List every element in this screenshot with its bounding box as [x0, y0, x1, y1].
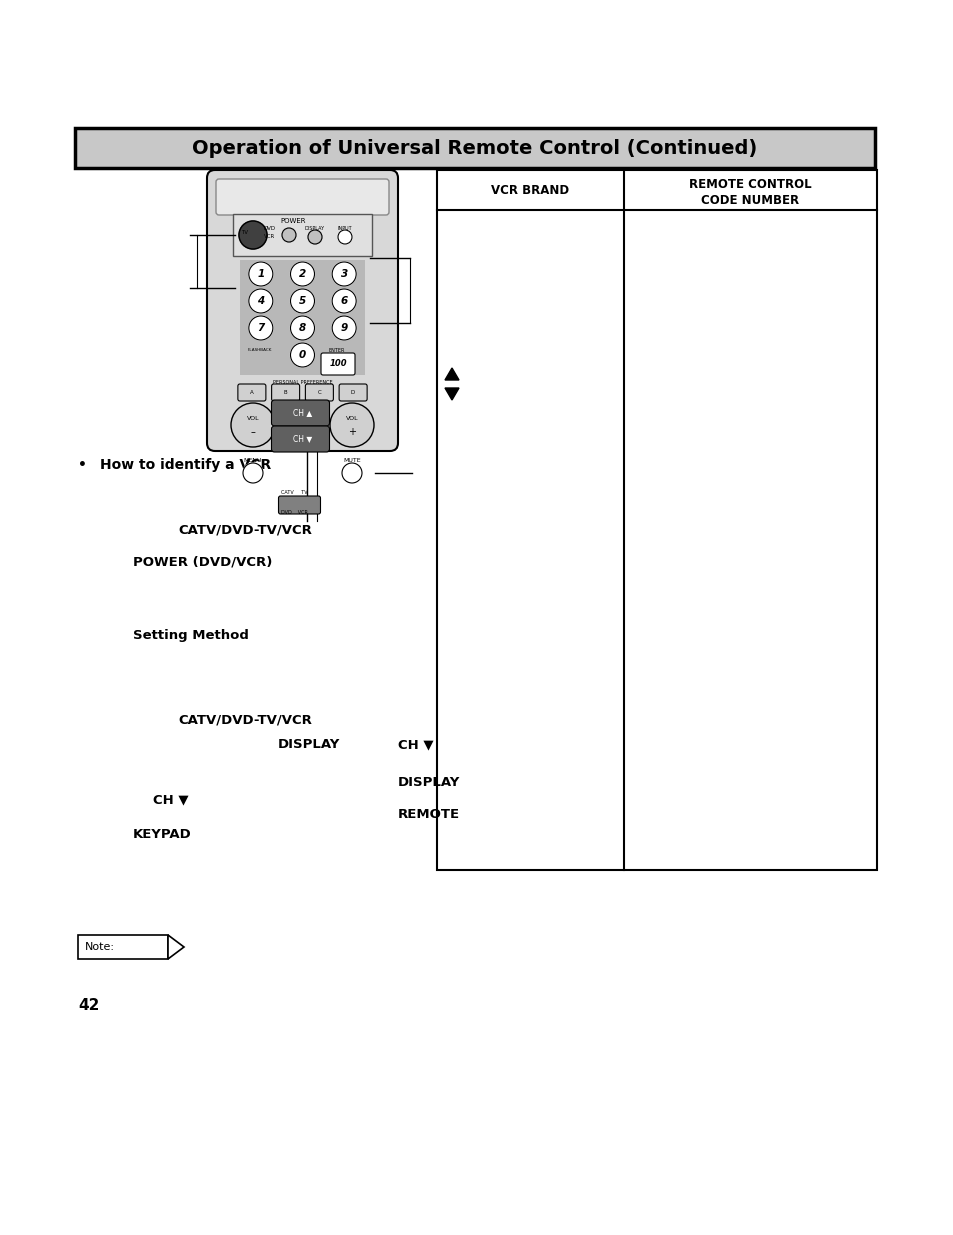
Text: A: A	[250, 390, 253, 395]
Text: CATV/DVD-TV/VCR: CATV/DVD-TV/VCR	[178, 714, 312, 726]
Circle shape	[332, 262, 355, 287]
Text: PERSONAL PREFERENCE: PERSONAL PREFERENCE	[273, 380, 332, 385]
Polygon shape	[444, 388, 458, 400]
Circle shape	[249, 289, 273, 312]
Text: VOL: VOL	[247, 416, 259, 421]
FancyBboxPatch shape	[305, 384, 333, 401]
Bar	[240, 261, 365, 375]
Text: VCR BRAND: VCR BRAND	[491, 184, 569, 196]
Bar	[233, 214, 372, 256]
FancyBboxPatch shape	[207, 170, 397, 451]
Text: REMOTE: REMOTE	[397, 809, 459, 821]
FancyBboxPatch shape	[272, 400, 329, 426]
Circle shape	[231, 403, 274, 447]
Text: Setting Method: Setting Method	[132, 629, 249, 641]
Text: 0: 0	[298, 350, 306, 359]
FancyBboxPatch shape	[278, 496, 320, 514]
Circle shape	[291, 316, 314, 340]
Text: POWER (DVD/VCR): POWER (DVD/VCR)	[132, 556, 273, 568]
FancyBboxPatch shape	[215, 179, 389, 215]
Text: DVD    VCR: DVD VCR	[281, 510, 308, 515]
Text: 42: 42	[78, 998, 99, 1013]
Text: DISPLAY: DISPLAY	[397, 776, 460, 788]
Text: FLASHBACK: FLASHBACK	[248, 348, 273, 352]
Text: C: C	[317, 390, 321, 395]
Text: 6: 6	[340, 296, 348, 306]
Circle shape	[291, 343, 314, 367]
Circle shape	[239, 221, 267, 249]
Text: CATV     TV: CATV TV	[281, 490, 308, 495]
Text: 1: 1	[257, 269, 264, 279]
Text: 4: 4	[257, 296, 264, 306]
Circle shape	[332, 316, 355, 340]
Circle shape	[243, 463, 263, 483]
Text: 100: 100	[329, 359, 347, 368]
Circle shape	[332, 289, 355, 312]
Text: B: B	[283, 390, 287, 395]
Text: TV: TV	[241, 231, 248, 236]
Text: MENU: MENU	[244, 458, 262, 463]
Polygon shape	[168, 935, 184, 960]
Circle shape	[337, 230, 352, 245]
Text: CODE NUMBER: CODE NUMBER	[700, 194, 799, 206]
FancyBboxPatch shape	[338, 384, 367, 401]
Text: 9: 9	[340, 324, 348, 333]
Text: DISPLAY: DISPLAY	[305, 226, 325, 231]
Text: CH ▼: CH ▼	[397, 739, 434, 752]
FancyBboxPatch shape	[320, 353, 355, 375]
Text: KEYPAD: KEYPAD	[132, 829, 192, 841]
Circle shape	[249, 316, 273, 340]
Text: •: •	[78, 458, 87, 472]
Text: 8: 8	[298, 324, 306, 333]
Bar	[75, 128, 874, 168]
Text: 5: 5	[298, 296, 306, 306]
Text: CH ▲: CH ▲	[293, 409, 312, 417]
Text: Note:: Note:	[85, 942, 115, 952]
Text: CH ▼: CH ▼	[293, 435, 312, 443]
Text: POWER: POWER	[280, 219, 305, 224]
Circle shape	[291, 289, 314, 312]
Text: REMOTE CONTROL: REMOTE CONTROL	[688, 179, 811, 191]
Text: MUTE: MUTE	[343, 458, 360, 463]
Circle shape	[291, 262, 314, 287]
Circle shape	[249, 262, 273, 287]
FancyBboxPatch shape	[272, 384, 299, 401]
Text: 7: 7	[257, 324, 264, 333]
Text: DISPLAY: DISPLAY	[277, 739, 340, 752]
Text: VOL: VOL	[345, 416, 358, 421]
Bar	[78, 935, 168, 960]
Text: How to identify a VCR: How to identify a VCR	[100, 458, 271, 472]
Text: D: D	[351, 390, 355, 395]
Text: –: –	[251, 427, 255, 437]
Circle shape	[282, 228, 295, 242]
FancyBboxPatch shape	[272, 426, 329, 452]
Text: CH ▼: CH ▼	[152, 794, 189, 806]
Text: VCR: VCR	[264, 233, 275, 238]
Circle shape	[341, 463, 361, 483]
Text: INPUT: INPUT	[337, 226, 352, 231]
Circle shape	[330, 403, 374, 447]
Text: ENTER: ENTER	[329, 347, 345, 352]
Text: CATV/DVD-TV/VCR: CATV/DVD-TV/VCR	[178, 524, 312, 536]
Text: DVD: DVD	[264, 226, 275, 231]
Circle shape	[308, 230, 322, 245]
Text: 3: 3	[340, 269, 348, 279]
Text: 2: 2	[298, 269, 306, 279]
Bar	[436, 170, 876, 869]
FancyBboxPatch shape	[237, 384, 266, 401]
Polygon shape	[444, 368, 458, 380]
Text: Operation of Universal Remote Control (Continued): Operation of Universal Remote Control (C…	[193, 138, 757, 158]
Text: +: +	[348, 427, 355, 437]
